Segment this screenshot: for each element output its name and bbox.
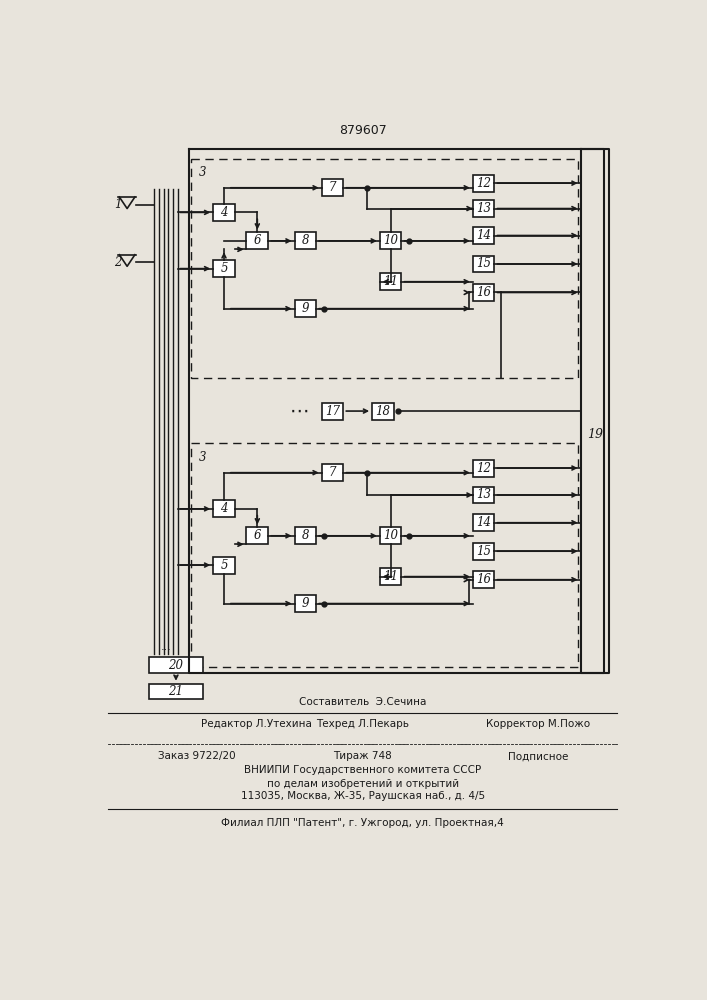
Bar — [295, 527, 316, 544]
Bar — [473, 200, 494, 217]
Text: Подписное: Подписное — [508, 751, 568, 761]
Text: 11: 11 — [383, 275, 398, 288]
Text: 6: 6 — [254, 234, 261, 247]
Text: 21: 21 — [168, 685, 183, 698]
Text: 4: 4 — [221, 502, 228, 515]
Text: 15: 15 — [476, 545, 491, 558]
Text: 8: 8 — [302, 529, 309, 542]
Text: Редактор Л.Утехина: Редактор Л.Утехина — [201, 719, 312, 729]
Bar — [295, 595, 316, 612]
Bar — [322, 403, 344, 420]
Bar — [149, 684, 203, 699]
Bar — [213, 260, 235, 277]
Bar — [149, 657, 203, 673]
Text: 3: 3 — [199, 451, 206, 464]
Text: 5: 5 — [221, 262, 228, 275]
Bar — [372, 403, 394, 420]
Bar — [295, 232, 316, 249]
Text: 19: 19 — [587, 428, 603, 441]
Text: 6: 6 — [254, 529, 261, 542]
Text: 20: 20 — [168, 659, 183, 672]
Text: 113035, Москва, Ж-35, Раушская наб., д. 4/5: 113035, Москва, Ж-35, Раушская наб., д. … — [240, 791, 485, 801]
Text: 8: 8 — [302, 234, 309, 247]
Text: 18: 18 — [375, 405, 390, 418]
Bar — [473, 284, 494, 301]
Text: Заказ 9722/20: Заказ 9722/20 — [158, 751, 235, 761]
Bar — [380, 273, 402, 290]
Text: ...: ... — [160, 642, 171, 652]
Text: ВНИИПИ Государственного комитета СССР: ВНИИПИ Государственного комитета СССР — [244, 765, 481, 775]
Text: 1: 1 — [114, 198, 122, 211]
Text: 9: 9 — [302, 597, 309, 610]
Text: 10: 10 — [383, 529, 398, 542]
Text: Составитель  Э.Сечина: Составитель Э.Сечина — [299, 697, 426, 707]
Text: 5: 5 — [221, 559, 228, 572]
Bar — [473, 460, 494, 477]
Text: по делам изобретений и открытий: по делам изобретений и открытий — [267, 779, 459, 789]
Text: 12: 12 — [476, 462, 491, 475]
Text: 4: 4 — [221, 206, 228, 219]
Text: ⋯: ⋯ — [289, 402, 309, 421]
Text: 13: 13 — [476, 488, 491, 501]
Text: 16: 16 — [476, 573, 491, 586]
Text: Техред Л.Пекарь: Техред Л.Пекарь — [316, 719, 409, 729]
Bar — [380, 568, 402, 585]
Text: Тираж 748: Тираж 748 — [333, 751, 392, 761]
Text: 3: 3 — [199, 166, 206, 179]
Text: 14: 14 — [476, 516, 491, 529]
Text: 17: 17 — [325, 405, 340, 418]
Bar — [191, 158, 578, 378]
Text: 7: 7 — [329, 181, 337, 194]
Text: 16: 16 — [476, 286, 491, 299]
Text: 9: 9 — [302, 302, 309, 315]
Text: 14: 14 — [476, 229, 491, 242]
Text: 879607: 879607 — [339, 124, 387, 137]
Bar — [380, 527, 402, 544]
Text: Филиал ПЛП "Патент", г. Ужгород, ул. Проектная,4: Филиал ПЛП "Патент", г. Ужгород, ул. Про… — [221, 818, 504, 828]
Text: 15: 15 — [476, 257, 491, 270]
Text: 10: 10 — [383, 234, 398, 247]
Bar — [295, 300, 316, 317]
Text: 12: 12 — [476, 177, 491, 190]
Bar — [473, 227, 494, 244]
Text: 11: 11 — [383, 570, 398, 583]
Bar — [247, 232, 268, 249]
Bar — [213, 500, 235, 517]
Bar — [213, 557, 235, 574]
Bar — [473, 487, 494, 503]
Text: 7: 7 — [329, 466, 337, 479]
Bar — [213, 204, 235, 221]
Text: 13: 13 — [476, 202, 491, 215]
Bar — [473, 175, 494, 192]
Bar — [473, 571, 494, 588]
Bar — [322, 464, 344, 481]
Text: Корректор М.Пожо: Корректор М.Пожо — [486, 719, 590, 729]
Bar — [322, 179, 344, 196]
Bar — [380, 232, 402, 249]
Bar — [247, 527, 268, 544]
Bar — [191, 443, 578, 667]
Bar — [473, 514, 494, 531]
Bar — [473, 256, 494, 272]
Bar — [473, 543, 494, 560]
Text: 2: 2 — [114, 256, 122, 269]
